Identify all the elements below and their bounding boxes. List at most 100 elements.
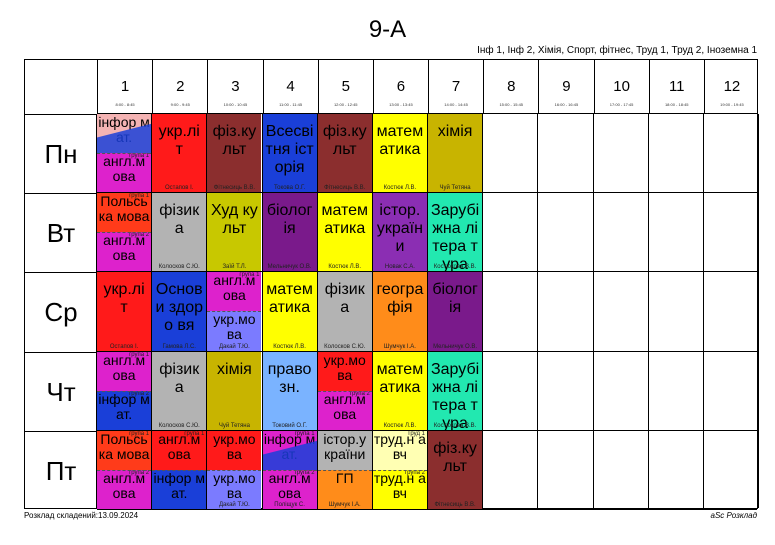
lesson-cell[interactable]: матем атика Костюк Л.В. [317,193,372,272]
lesson-cell[interactable]: англ.м ова група 1 укр.мо ва Дакай Т.Ю. [207,272,262,351]
diagonal-overlay [97,123,152,154]
lesson-part[interactable]: англ.м ова група 1 [207,272,262,312]
lesson-part[interactable]: англ.м ова група 2 Поліщук С. [262,469,317,509]
lesson-subject: хімія [437,123,473,140]
lesson-cell[interactable]: фізик а Колосков С.Ю. [317,272,372,351]
lesson-subject: Польсь ка мова [98,430,150,462]
lesson-cell[interactable]: Польсь ка мова група 1 англ.м ова група 2 [97,430,152,509]
lesson-group: група 2 [129,232,150,239]
lesson-cell[interactable]: Зарубі жна літера тура Костюкова В.В. [428,193,483,272]
period-number: 1 [120,78,130,95]
lesson-teacher: Поліщук С. [274,501,305,508]
lesson-cell[interactable]: фіз.ку льт Фітнесиць В.В. [207,114,262,193]
lesson-cell[interactable]: укр.мо ва англ.м ова група 2 [317,351,372,430]
lesson-subject: біолог ія [432,281,478,317]
lesson-group: група 1 [294,430,315,437]
lesson-cell[interactable]: фіз.ку льт Фітнесиць В.В. [317,114,372,193]
lesson-subject: фіз.ку льт [212,123,257,158]
lesson-cell[interactable]: матем атика Костюк Л.В. [372,114,427,193]
lesson-part[interactable]: укр.мо ва Дакай Т.Ю. [207,469,262,509]
lesson-subject: англ.м ова [103,232,146,264]
lesson-subject: Худ культ [211,202,258,238]
lesson-teacher: Токова О.Г. [273,185,306,192]
lesson-subject: укр.лі т [158,123,200,158]
lesson-part[interactable]: англ.м ова група 2 [97,469,152,509]
lesson-cell[interactable]: матем атика Костюк Л.В. [262,272,317,351]
lesson-group: група 2 [129,469,150,476]
lesson-cell[interactable]: хімія Чуй Тетяна [207,351,262,430]
lesson-cell[interactable]: фізик а Колосков С.Ю. [152,193,207,272]
lesson-cell[interactable]: право зн. Токовий О.Г. [262,351,317,430]
lesson-subject: фізик а [159,202,200,238]
lesson-cell[interactable]: фіз.ку льт Фітнесиць В.В. [428,430,483,509]
lesson-part[interactable]: ГП Шумчук І.А. [317,469,372,509]
grid-line [97,509,757,510]
lesson-cell[interactable]: укр.мо ва укр.мо ва Дакай Т.Ю. [207,430,262,509]
lesson-part[interactable]: англ.м ова група 1 [97,351,152,391]
period-time: 18:00 - 18:45 [664,102,689,107]
lesson-part[interactable]: англ.м ова група 2 [97,232,152,272]
lesson-cell[interactable]: англ.м ова група 1 інфор мат. група 2 [97,351,152,430]
class-title: 9-А [368,16,407,43]
lesson-cell[interactable]: хімія Чуй Тетяна [428,114,483,193]
period-number: 7 [451,78,461,95]
lesson-part[interactable]: укр.мо ва Дакай Т.Ю. [207,311,262,351]
period-number: 4 [286,78,295,95]
period-number: 11 [668,78,685,95]
lesson-cell[interactable]: Худ культ Заїй Т.Л. [207,193,262,272]
lesson-cell[interactable]: Всесві тня історія Токова О.Г. [262,114,317,193]
grid-line [537,114,539,508]
lesson-cell[interactable]: Основ и здоро вя Гамова Л.С. [152,272,207,351]
lesson-teacher: Мельничук О.В. [433,343,478,350]
lesson-teacher: Колосков С.Ю. [158,422,200,429]
lesson-cell[interactable]: Польсь ка мова група 1 англ.м ова група 2 [97,193,152,272]
lesson-part[interactable]: інфор мат. група 2 [97,390,152,430]
split-divider [97,153,152,155]
lesson-cell[interactable]: геогра фія Шумчук І.А. [372,272,427,351]
grid-line [702,114,704,508]
lesson-cell[interactable]: істор.у країни ГП Шумчук І.А. [317,430,372,509]
grid-line [206,114,208,508]
lesson-subject: Зарубі жна літера тура [430,202,480,272]
lesson-cell[interactable]: біолог ія Мельничук О.В. [428,272,483,351]
lesson-subject: біолог ія [266,202,313,238]
lesson-part[interactable]: укр.мо ва [317,351,372,391]
lesson-part[interactable]: укр.мо ва [207,430,262,470]
period-number: 2 [176,78,185,95]
lesson-part[interactable]: труд.н авч Труд 1 [372,430,427,470]
grid-line [427,114,428,508]
lesson-cell[interactable]: біолог ія Мельничук О.В. [262,193,317,272]
subjects-list: Інф 1, Інф 2, Хімія, Спорт, фітнес, Труд… [477,45,757,56]
period-header: 4 11:00 - 11:45 [262,60,318,114]
lesson-group: група 1 [239,272,260,279]
lesson-part[interactable]: Польсь ка мова група 1 [97,193,152,233]
lesson-cell[interactable]: англ.м ова група 1 інфор мат. [152,430,207,509]
lesson-cell[interactable]: Зарубі жна літера тура Костюкова В.В. [428,351,483,430]
lesson-part[interactable]: англ.м ова група 2 [317,390,372,430]
lesson-cell[interactable]: матем атика Костюк Л.В. [372,351,427,430]
period-number: 6 [396,78,406,95]
grid-line [97,271,757,273]
lesson-part[interactable]: інфор мат. [152,469,207,509]
lesson-part[interactable]: істор.у країни [317,430,372,470]
lesson-subject: укр.мо ва [213,469,256,501]
lesson-teacher: Чуй Тетяна [218,422,250,429]
lesson-part[interactable]: англ.м ова група 1 [97,153,152,193]
lesson-cell[interactable]: фізик а Колосков С.Ю. [152,351,207,430]
lesson-cell[interactable]: укр.лі т Остапов І. [152,114,207,193]
lesson-teacher: Дакай Т.Ю. [218,501,250,508]
lesson-group: група 2 [129,390,150,397]
lesson-part[interactable]: англ.м ова група 1 [152,430,207,470]
period-time: 13:00 - 13:45 [389,102,413,107]
lesson-cell[interactable]: істор. україн и Новак С.А. [372,193,427,272]
grid-line [647,114,649,508]
lesson-part[interactable]: труд.н авч група 2 [372,469,427,509]
period-time: 14:00 - 14:45 [444,102,468,107]
lesson-teacher: Колосков С.Ю. [158,264,200,271]
lesson-cell[interactable]: укр.лі т Остапов І. [97,272,152,351]
lesson-part[interactable]: Польсь ка мова група 1 [97,430,152,470]
split-divider [97,390,152,392]
lesson-cell[interactable]: труд.н авч Труд 1 труд.н авч група 2 [372,430,427,509]
